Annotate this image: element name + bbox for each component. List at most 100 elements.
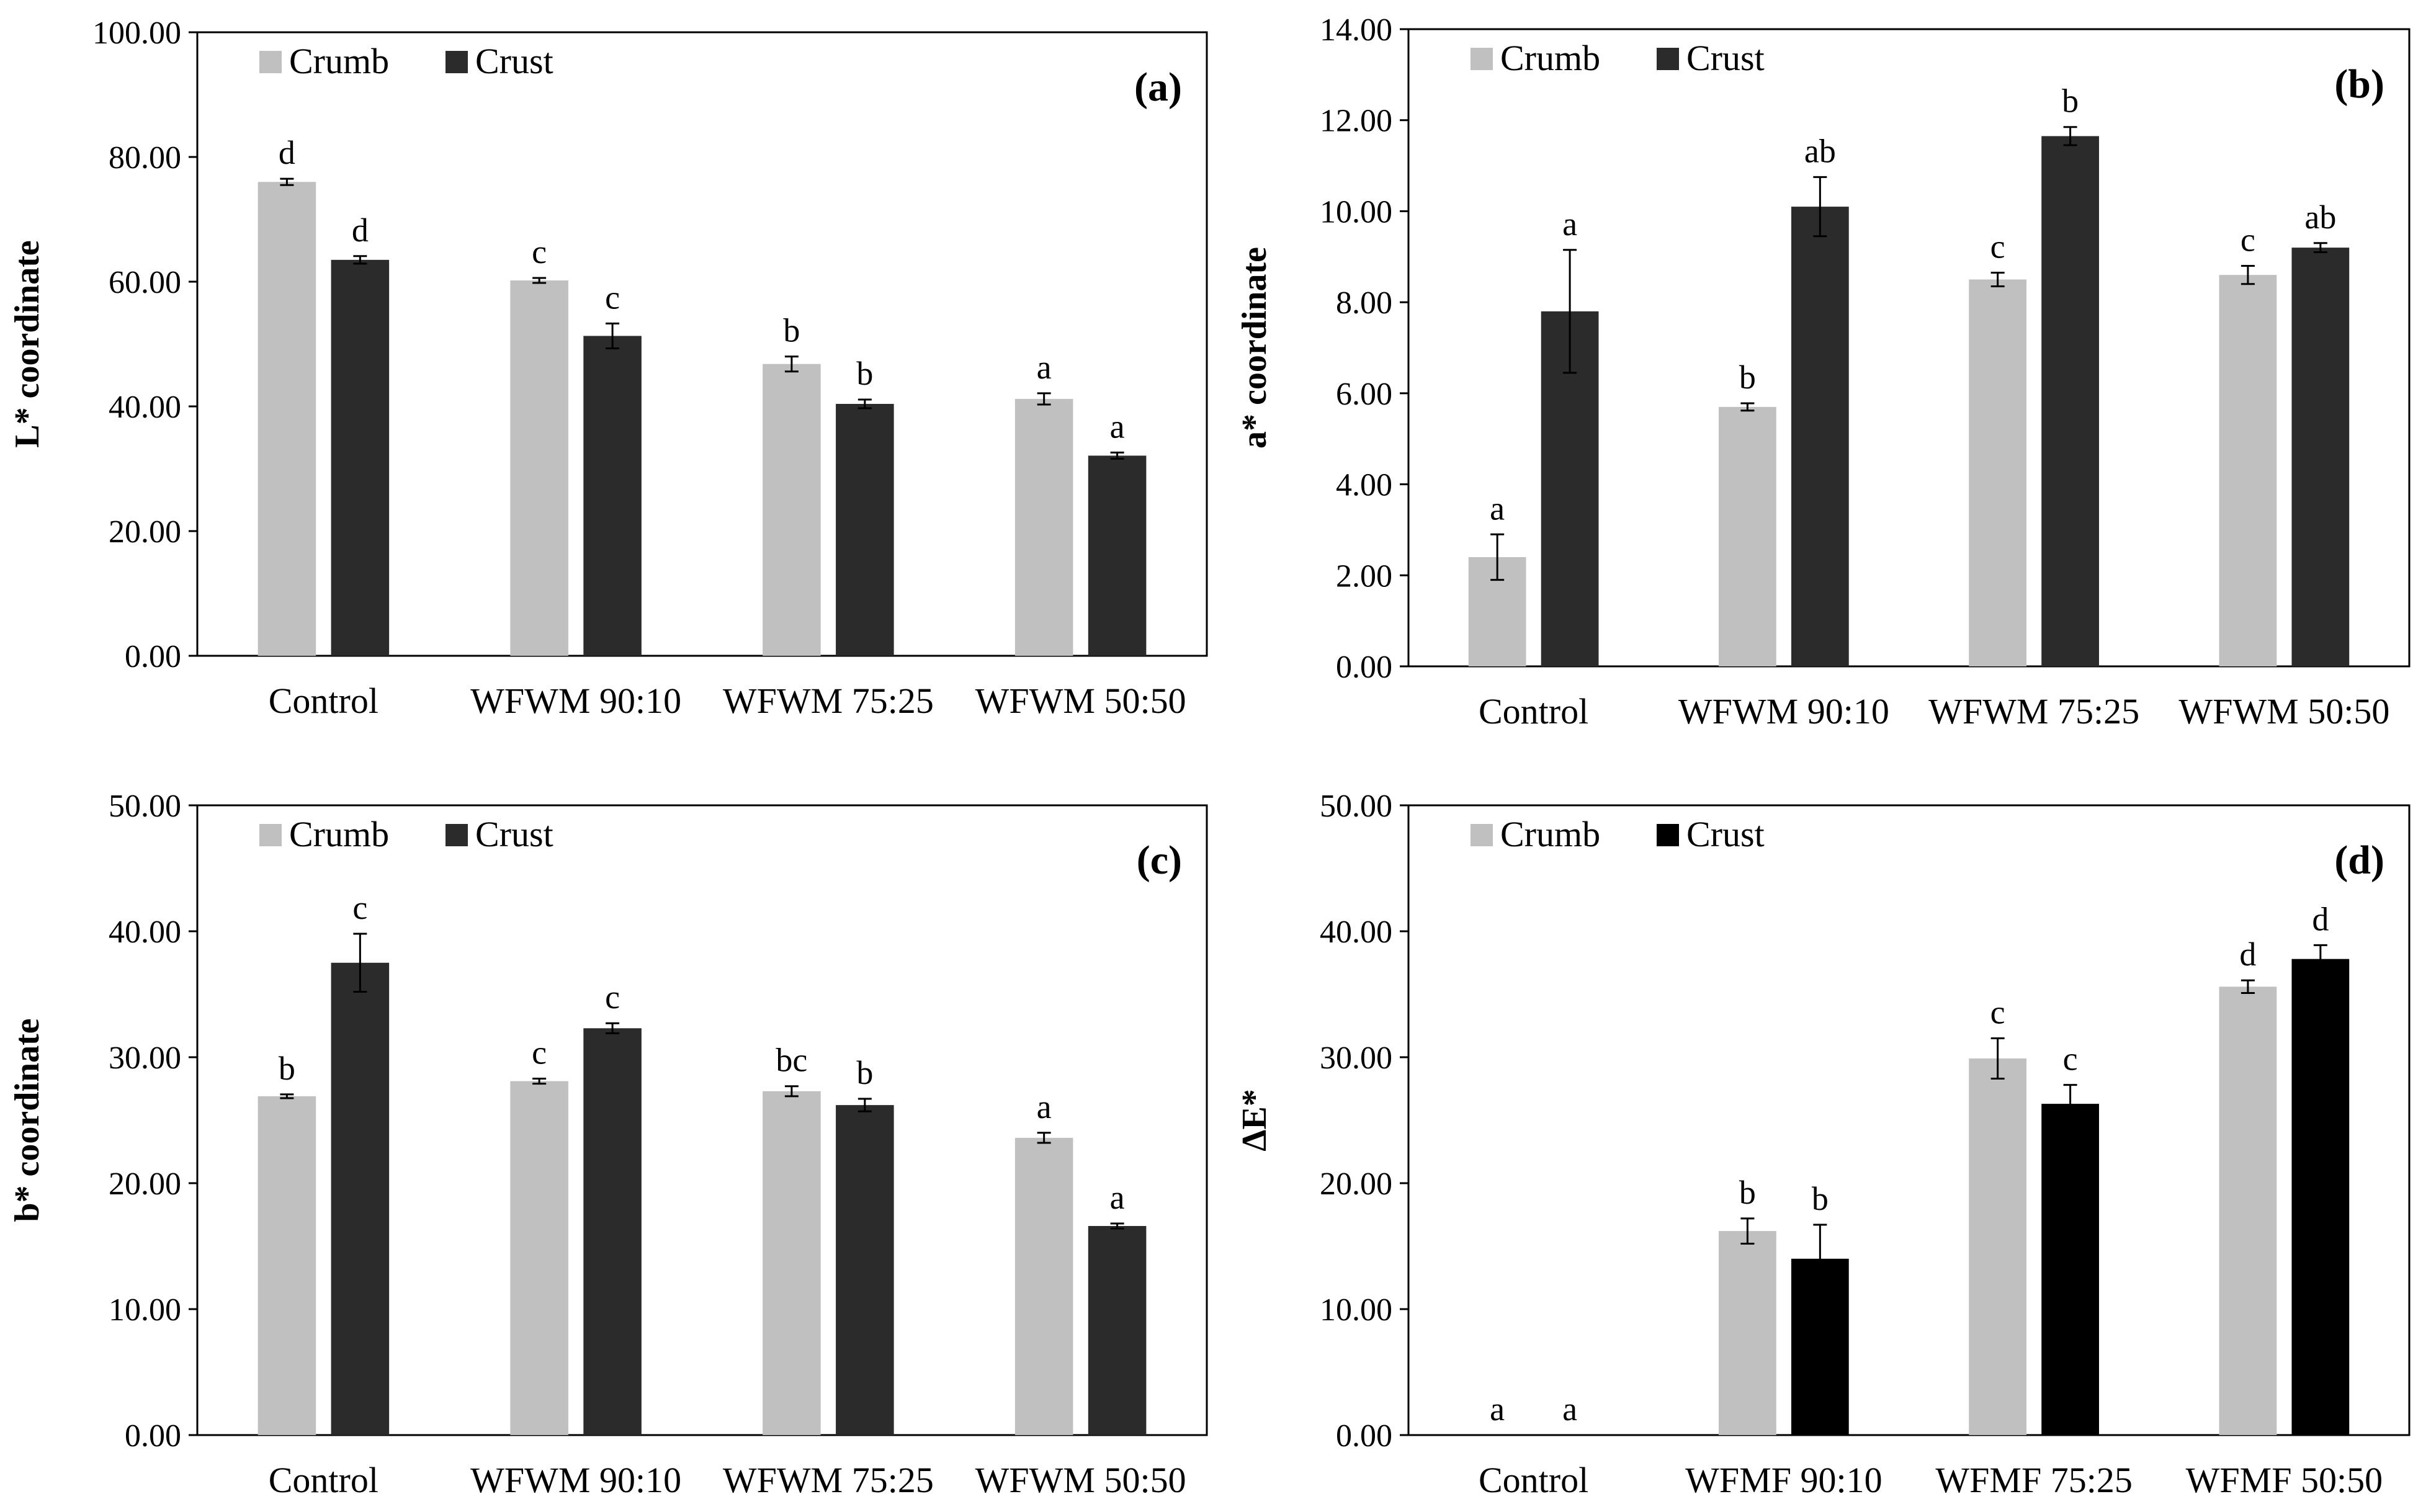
bar-crust	[1088, 1226, 1147, 1435]
significance-label: a	[1562, 1390, 1577, 1428]
x-category-label: WFWM 75:25	[723, 681, 934, 721]
bar-crumb	[257, 182, 316, 656]
legend-swatch-crumb	[1471, 48, 1493, 70]
y-tick-label: 10.00	[1320, 194, 1392, 230]
x-category-label: WFWM 90:10	[1678, 691, 1889, 731]
plot-frame	[196, 31, 1208, 657]
significance-label: a	[1562, 205, 1577, 243]
bar-crumb	[1719, 1231, 1776, 1435]
y-tick-label: 14.00	[1320, 12, 1392, 48]
bar-crumb	[510, 1081, 568, 1435]
x-category-label: WFMF 50:50	[2186, 1460, 2383, 1500]
x-category-label: Control	[269, 1460, 378, 1500]
legend-swatch-crumb	[259, 824, 282, 846]
bar-crumb	[1014, 1137, 1073, 1435]
plot-frame	[1407, 28, 2411, 668]
significance-label: c	[605, 279, 620, 316]
panel-label: (d)	[2334, 838, 2384, 883]
legend-swatch-crumb	[259, 51, 282, 73]
bar-crust	[2041, 1104, 2099, 1435]
legend-label-crumb: Crumb	[289, 41, 389, 81]
significance-label: c	[605, 978, 620, 1016]
bar-crust	[2291, 248, 2350, 667]
significance-label: ab	[1804, 132, 1836, 169]
plot-frame	[196, 804, 1208, 1436]
significance-label: a	[1110, 408, 1125, 445]
significance-label: b	[1739, 359, 1756, 396]
y-axis-label: a* coordinate	[1235, 247, 1274, 449]
x-category-label: WFMF 90:10	[1685, 1460, 1882, 1500]
significance-label: c	[1990, 994, 2005, 1031]
y-tick-label: 0.00	[125, 639, 181, 674]
bar-crumb	[763, 1091, 821, 1435]
y-tick-label: 50.00	[1320, 789, 1392, 824]
bar-crumb	[763, 364, 821, 656]
significance-label: b	[1739, 1174, 1756, 1211]
legend-swatch-crust	[1657, 824, 1679, 846]
bar-crust	[1791, 207, 1849, 666]
legend-label-crumb: Crumb	[289, 814, 389, 854]
legend-swatch-crumb	[1471, 824, 1493, 846]
y-tick-label: 12.00	[1320, 104, 1392, 139]
significance-label: b	[783, 312, 800, 349]
y-tick-label: 20.00	[109, 514, 181, 550]
significance-label: c	[1990, 228, 2005, 265]
significance-label: c	[352, 889, 367, 926]
x-category-label: WFWM 50:50	[2178, 691, 2389, 731]
y-tick-label: 0.00	[1336, 650, 1392, 685]
significance-label: d	[352, 212, 369, 249]
y-tick-label: 2.00	[1336, 558, 1392, 594]
chart-panel-4: 0.00 10.00 20.00 30.00 40.00 50.00 ΔE* a a Contro…	[1235, 789, 2411, 1500]
bar-crust	[331, 259, 390, 656]
y-tick-label: 30.00	[109, 1040, 181, 1076]
significance-label: b	[1812, 1180, 1829, 1217]
x-category-label: WFMF 75:25	[1935, 1460, 2132, 1500]
y-tick-label: 40.00	[1320, 915, 1392, 950]
legend-label-crust: Crust	[1686, 814, 1765, 854]
significance-label: c	[2063, 1040, 2078, 1078]
significance-label: d	[2239, 936, 2256, 973]
bar-crust	[583, 1028, 642, 1435]
bar-crumb	[510, 280, 568, 656]
significance-label: c	[532, 1034, 547, 1071]
y-tick-label: 30.00	[1320, 1040, 1392, 1076]
bar-crust	[1088, 455, 1147, 656]
x-category-label: WFWM 50:50	[975, 1460, 1186, 1500]
bar-crust	[2041, 136, 2099, 666]
bar-crust	[836, 1105, 894, 1435]
bar-crumb	[2219, 986, 2277, 1435]
bar-crust	[583, 336, 642, 656]
x-category-label: WFWM 90:10	[470, 1460, 681, 1500]
y-tick-label: 40.00	[109, 915, 181, 950]
legend-label-crust: Crust	[475, 814, 553, 854]
y-axis-label: b* coordinate	[8, 1018, 47, 1222]
bar-crust	[836, 403, 894, 656]
legend-swatch-crust	[445, 824, 468, 846]
panel-label: (c)	[1137, 838, 1182, 883]
bar-crumb	[1969, 279, 2027, 666]
significance-label: b	[856, 355, 873, 392]
x-category-label: WFWM 75:25	[1928, 691, 2139, 731]
y-tick-label: 20.00	[109, 1166, 181, 1202]
legend-label-crumb: Crumb	[1500, 814, 1600, 854]
bar-crumb	[1014, 398, 1073, 656]
significance-label: d	[279, 134, 295, 171]
y-tick-label: 50.00	[109, 789, 181, 824]
plot-frame	[1407, 804, 2411, 1436]
significance-label: a	[1490, 1390, 1505, 1428]
y-tick-label: 100.00	[92, 16, 181, 51]
legend-label-crust: Crust	[1686, 38, 1765, 78]
legend-label-crust: Crust	[475, 41, 553, 81]
legend-swatch-crust	[1657, 48, 1679, 70]
panel-label: (b)	[2334, 61, 2384, 107]
significance-label: d	[2312, 900, 2329, 937]
x-category-label: WFWM 75:25	[723, 1460, 934, 1500]
significance-label: b	[856, 1054, 873, 1091]
y-tick-label: 0.00	[1336, 1418, 1392, 1454]
legend-label-crumb: Crumb	[1500, 38, 1600, 78]
y-axis-label: L* coordinate	[8, 240, 47, 447]
y-tick-label: 8.00	[1336, 285, 1392, 321]
y-tick-label: 60.00	[109, 265, 181, 300]
x-category-label: Control	[269, 681, 378, 721]
